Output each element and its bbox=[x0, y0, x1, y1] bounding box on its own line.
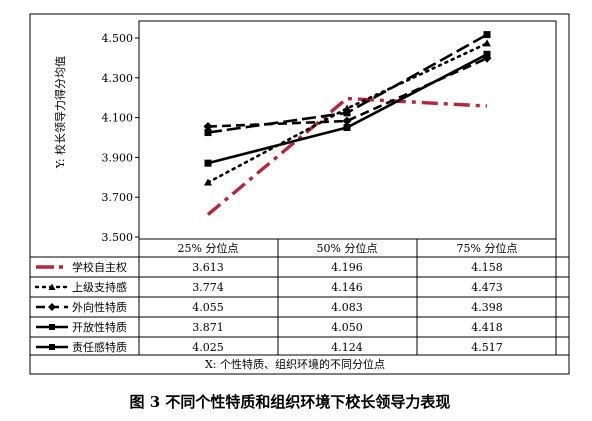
data-label: 4.146 bbox=[331, 281, 363, 294]
series-name: 外向性特质 bbox=[72, 300, 127, 314]
y-tick-label: 4.100 bbox=[102, 112, 134, 125]
legend-key-marker bbox=[48, 283, 56, 290]
legend-key-marker bbox=[49, 344, 55, 350]
data-label: 4.473 bbox=[471, 281, 503, 294]
data-label: 3.871 bbox=[192, 321, 224, 334]
data-point bbox=[483, 31, 491, 39]
data-label: 4.124 bbox=[331, 341, 363, 354]
data-point bbox=[483, 39, 491, 47]
chart-frame bbox=[29, 13, 570, 375]
series-name: 责任感特质 bbox=[72, 340, 127, 354]
series-line bbox=[206, 42, 489, 184]
y-tick-label: 3.700 bbox=[102, 191, 134, 204]
y-tick-label: 3.900 bbox=[102, 151, 134, 164]
y-tick-label: 4.300 bbox=[102, 72, 134, 85]
y-tick-label: 3.500 bbox=[102, 231, 134, 244]
data-point bbox=[342, 116, 352, 126]
category-label: 25% 分位点 bbox=[178, 241, 239, 255]
data-label: 4.398 bbox=[471, 301, 503, 314]
category-label: 50% 分位点 bbox=[317, 241, 378, 255]
data-point bbox=[483, 50, 491, 58]
series-name: 上级支持感 bbox=[72, 280, 127, 294]
category-label: 75% 分位点 bbox=[457, 241, 518, 255]
data-label: 4.158 bbox=[471, 261, 503, 274]
data-point bbox=[204, 178, 212, 186]
series-name: 开放性特质 bbox=[72, 320, 127, 334]
data-label: 4.196 bbox=[331, 261, 363, 274]
data-label: 4.050 bbox=[331, 321, 363, 334]
legend-key-marker bbox=[49, 324, 55, 330]
y-axis-title: Y: 校长领导力得分均值 bbox=[53, 56, 67, 169]
data-label: 4.083 bbox=[331, 301, 363, 314]
data-label: 4.418 bbox=[471, 321, 503, 334]
x-axis-title: X: 个性特质、组织环境的不同分位点 bbox=[205, 357, 385, 371]
legend-key-marker bbox=[48, 303, 56, 311]
data-point bbox=[343, 124, 351, 132]
data-label: 4.517 bbox=[471, 341, 503, 354]
data-label: 3.774 bbox=[192, 281, 224, 294]
figure-caption: 图 3 不同个性特质和组织环境下校长领导力表现 bbox=[130, 393, 451, 411]
plot-area bbox=[138, 20, 557, 240]
data-point bbox=[343, 109, 351, 117]
series-lines bbox=[203, 31, 492, 216]
y-tick-label: 4.500 bbox=[102, 32, 134, 45]
data-label: 3.613 bbox=[192, 261, 224, 274]
data-point bbox=[203, 122, 213, 132]
data-point bbox=[204, 129, 212, 137]
data-label: 4.055 bbox=[192, 301, 224, 314]
series-name: 学校自主权 bbox=[72, 260, 127, 274]
data-point bbox=[204, 159, 212, 167]
y-tick-labels: 3.500 3.700 3.900 4.100 4.300 4.500 bbox=[102, 32, 139, 244]
data-label: 4.025 bbox=[192, 341, 224, 354]
